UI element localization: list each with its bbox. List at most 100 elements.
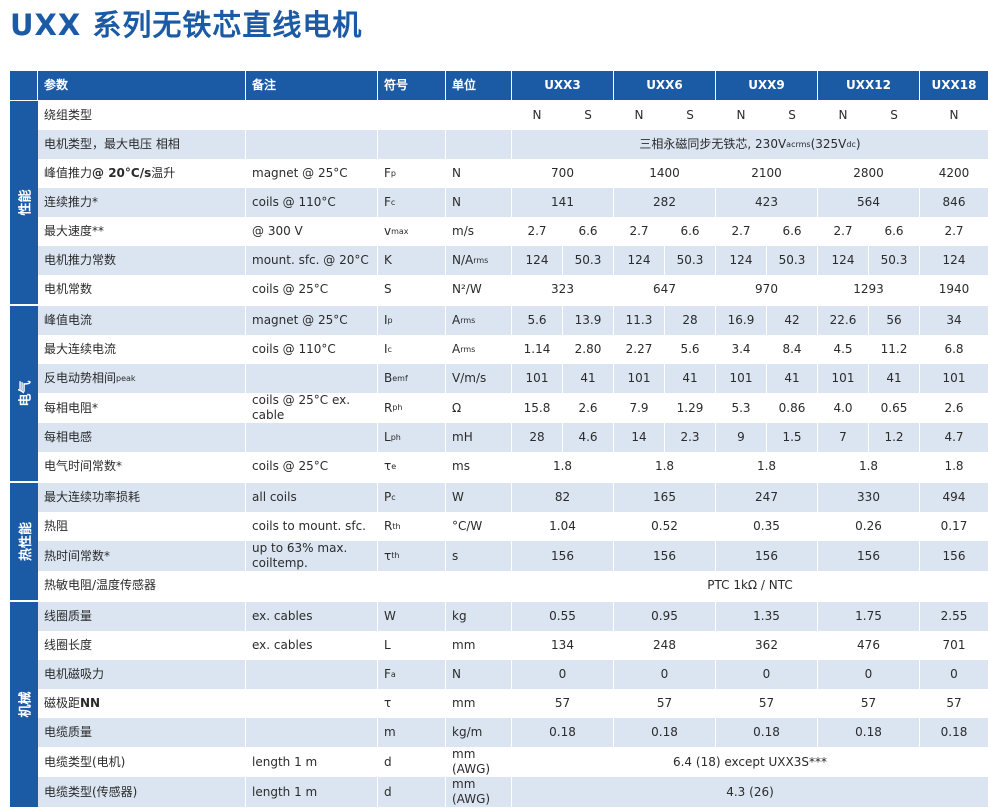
text: 1.04 (549, 519, 576, 533)
value-cell: 0.18 (614, 718, 716, 747)
value-cell: N (512, 101, 563, 130)
text: 热敏电阻/温度传感器 (44, 578, 157, 592)
param-cell: 绕组类型 (38, 101, 246, 130)
header-model: UXX18 (920, 71, 988, 100)
spec-table: 参数 备注 符号 单位 UXX3 UXX6 UXX9 UXX12 UXX18 性能 绕组类型 N S N S… (10, 71, 988, 809)
text: K (384, 253, 392, 267)
text: PTC 1kΩ / NTC (707, 578, 793, 592)
value-cell: 41 (767, 364, 818, 393)
value-cell: 124 (818, 246, 869, 275)
text: @ 300 V (252, 224, 303, 238)
unit-cell: N (446, 159, 512, 188)
note-cell: length 1 m (246, 747, 378, 777)
value-cell: 2100 (716, 159, 818, 188)
subscript: ph (390, 432, 401, 442)
value-cell: 57 (818, 689, 920, 718)
value-cell: 1.8 (614, 452, 716, 481)
param-cell: 电机推力常数 (38, 246, 246, 275)
text: 8.4 (782, 342, 802, 356)
value-cell: 4200 (920, 159, 988, 188)
value-cell: 0.86 (767, 393, 818, 423)
text: 41 (682, 371, 698, 385)
value-cell: 15.8 (512, 393, 563, 423)
value-cell: 6.6 (665, 217, 716, 246)
value-cell: 4.0 (818, 393, 869, 423)
text: 三相永磁同步无铁芯, 230V (639, 137, 787, 151)
subscript: p (387, 315, 393, 325)
value-cell: 247 (716, 483, 818, 512)
value-cell: 564 (818, 188, 920, 217)
value-cell: 0.65 (869, 393, 920, 423)
value-cell: 101 (512, 364, 563, 393)
subscript: c (391, 492, 396, 502)
text: 0.35 (753, 519, 780, 533)
param-cell: 热阻 (38, 512, 246, 541)
value-cell: PTC 1kΩ / NTC (512, 571, 988, 600)
text: 846 (942, 195, 966, 209)
param-cell: 最大连续功率损耗 (38, 483, 246, 512)
text: 1.2 (884, 430, 904, 444)
text: 15.8 (523, 400, 551, 415)
text: 0.95 (651, 609, 678, 623)
text: 线圈质量 (44, 609, 93, 623)
text: coils @ 110°C (252, 342, 336, 356)
table-row: 电缆类型(电机) length 1 m d mm (AWG) 6.4 (18) exce… (38, 747, 988, 777)
note-cell: coils to mount. sfc. (246, 512, 378, 541)
text: 5.3 (731, 400, 751, 415)
text: m (384, 725, 396, 739)
value-cell: 50.3 (665, 246, 716, 275)
text: N (532, 108, 542, 122)
text: A (452, 342, 461, 356)
param-cell: 最大连续电流 (38, 335, 246, 364)
text: 248 (653, 638, 676, 652)
text: mH (452, 430, 473, 444)
symbol-cell: m (378, 718, 446, 747)
text: 50.3 (574, 253, 602, 267)
text: 14 (631, 430, 647, 444)
value-cell: 2.7 (920, 217, 988, 246)
unit-cell: N (446, 188, 512, 217)
unit-cell: mH (446, 423, 512, 452)
value-cell: S (563, 101, 614, 130)
text: 476 (857, 638, 880, 652)
symbol-cell: W (378, 602, 446, 631)
text: magnet @ 25°C (252, 313, 348, 327)
value-cell: 50.3 (869, 246, 920, 275)
value-cell: 1.5 (767, 423, 818, 452)
param-cell: 热敏电阻/温度传感器 (38, 571, 246, 600)
value-cell: 1.8 (818, 452, 920, 481)
text: 134 (551, 638, 574, 652)
value-cell: 4.3 (26) (512, 777, 988, 807)
text: 热时间常数* (44, 548, 111, 563)
unit-cell: ms (446, 452, 512, 481)
value-cell: 0.18 (512, 718, 614, 747)
symbol-cell: d (378, 777, 446, 807)
value-cell: 22.6 (818, 306, 869, 335)
value-cell: 0 (716, 660, 818, 689)
unit-cell: kg/m (446, 718, 512, 747)
text: UXX12 (846, 78, 891, 92)
unit-cell: kg (446, 602, 512, 631)
text: τ (384, 459, 392, 473)
group-label-text: 热性能 (18, 521, 34, 562)
text: 50.3 (880, 253, 908, 267)
value-cell: 323 (512, 275, 614, 304)
text: 16.9 (727, 313, 755, 327)
value-cell: 282 (614, 188, 716, 217)
text: 2.6 (944, 400, 964, 415)
text: 2800 (853, 166, 884, 180)
text: 磁极距 (44, 696, 81, 710)
text: coils to mount. sfc. (252, 519, 366, 533)
text: 701 (942, 638, 966, 652)
value-cell: 三相永磁同步无铁芯, 230V acrms (325V dc) (512, 130, 988, 159)
table-row: 电机推力常数 mount. sfc. @ 20°C K N/A rms 124 50.3 12… (38, 246, 988, 275)
text: (325V (810, 137, 847, 151)
value-cell: 82 (512, 483, 614, 512)
text: 3.4 (731, 342, 751, 356)
text: 5.6 (680, 342, 700, 356)
